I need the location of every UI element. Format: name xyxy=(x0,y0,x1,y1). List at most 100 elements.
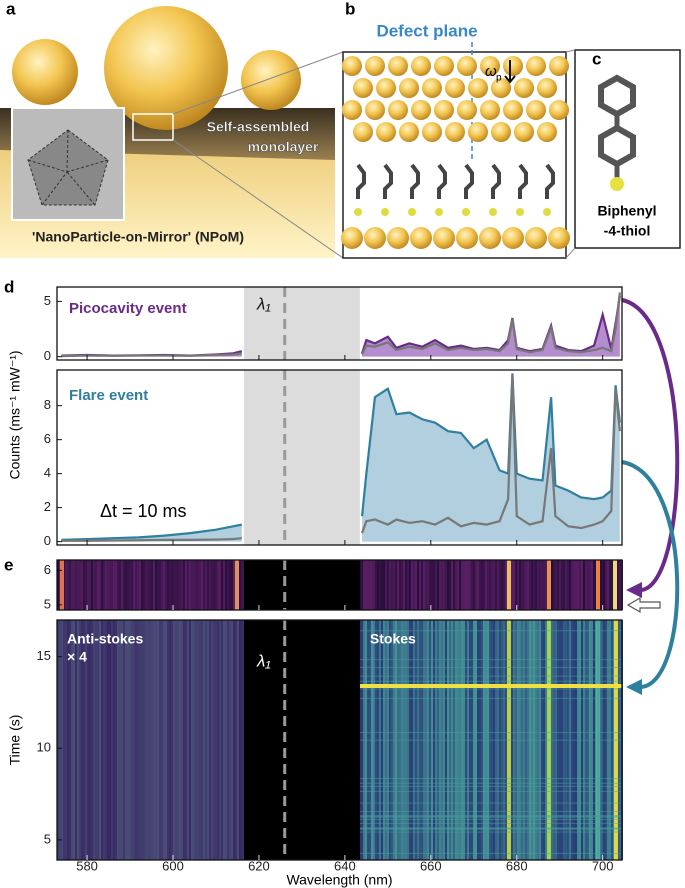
facet-lines xyxy=(27,129,109,206)
plot-frame xyxy=(56,619,623,861)
area-fill xyxy=(61,373,620,542)
gold-atom xyxy=(353,78,373,98)
heatmap-column xyxy=(145,620,147,860)
heatmap-column xyxy=(181,560,183,610)
heatmap-column xyxy=(207,560,209,610)
marker-label: λ₁ xyxy=(256,651,271,670)
gold-atom xyxy=(457,100,477,120)
heatmap-column xyxy=(153,620,155,860)
gold-atom xyxy=(445,122,465,142)
heatmap-column xyxy=(91,560,93,610)
heatmap-column xyxy=(157,560,159,610)
heatmap-column xyxy=(115,560,117,610)
heatmap-column xyxy=(225,620,227,860)
heatmap-column xyxy=(145,560,147,610)
heatmap-column xyxy=(511,560,513,610)
heatmap-column xyxy=(171,620,173,860)
heatmap-column xyxy=(167,620,169,860)
heatmap-column xyxy=(477,560,479,610)
heatmap-column xyxy=(111,560,113,610)
heatmap-column xyxy=(219,560,221,610)
symbol-sub: p xyxy=(496,73,502,84)
heatmap-column xyxy=(141,620,143,860)
heatmap-column xyxy=(581,560,583,610)
heatmap-column xyxy=(139,620,141,860)
gold-atom xyxy=(365,56,385,76)
zoom-box xyxy=(132,113,174,141)
heatmap-row xyxy=(359,827,622,829)
heatmap-column xyxy=(531,560,533,610)
sulfur xyxy=(489,208,497,216)
gold-atom xyxy=(353,122,373,142)
heatmap-column xyxy=(81,560,83,610)
heatmap-column xyxy=(81,620,83,860)
x-tick-label: 680 xyxy=(506,858,528,873)
heatmap-column xyxy=(385,560,387,610)
heatmap-row xyxy=(359,630,622,632)
heatmap-column xyxy=(147,560,149,610)
gold-atom xyxy=(480,56,500,76)
heatmap-column xyxy=(155,620,157,860)
gold-atom xyxy=(434,56,454,76)
heatmap-column xyxy=(443,560,445,610)
heatmap-column xyxy=(215,620,217,860)
heatmap-column xyxy=(563,560,565,610)
series-title: Flare event xyxy=(69,387,148,404)
zoom-line xyxy=(565,49,576,53)
heatmap-column xyxy=(543,560,545,610)
heatmap-column xyxy=(175,560,177,610)
heatmap-column xyxy=(413,560,415,610)
heatmap-column xyxy=(133,620,135,860)
heatmap-column xyxy=(591,560,593,610)
heatmap-column xyxy=(371,560,373,610)
heatmap-column xyxy=(605,560,607,610)
heatmap-column xyxy=(369,560,371,610)
annotation: Stokes xyxy=(370,631,416,647)
band xyxy=(243,370,360,545)
molecule xyxy=(437,163,447,199)
gold-atom xyxy=(388,100,408,120)
heatmap-column xyxy=(169,560,171,610)
heatmap-column xyxy=(85,620,87,860)
y-tick-label: 0 xyxy=(44,533,51,548)
heatmap-column xyxy=(73,560,75,610)
annotation: monolayer xyxy=(248,139,319,155)
heatmap-column xyxy=(417,560,419,610)
heatmap-column xyxy=(197,620,199,860)
heatmap-column xyxy=(203,560,205,610)
heatmap-column xyxy=(491,560,493,610)
heatmap-column xyxy=(177,560,179,610)
heatmap-column xyxy=(65,560,67,610)
y-tick-label: 2 xyxy=(44,499,51,514)
y-tick-label: 4 xyxy=(44,465,51,480)
heatmap-column xyxy=(379,560,381,610)
heatmap-column xyxy=(197,560,199,610)
heatmap-column xyxy=(435,560,437,610)
gold-atom xyxy=(468,78,488,98)
heatmap-column xyxy=(611,560,613,610)
heatmap-column xyxy=(225,560,227,610)
heatmap-column xyxy=(211,620,213,860)
series-line xyxy=(61,375,621,542)
gold-atom xyxy=(526,56,546,76)
heatmap-column xyxy=(383,560,385,610)
heatmap-column xyxy=(119,620,121,860)
chart: 56 xyxy=(44,559,623,611)
heatmap-column xyxy=(101,560,103,610)
heatmap-column xyxy=(401,560,403,610)
gold-atom xyxy=(456,227,478,249)
gold-atom xyxy=(480,100,500,120)
heatmap-column xyxy=(149,560,151,610)
heatmap-column xyxy=(223,560,225,610)
heatmap-column xyxy=(493,560,495,610)
heatmap-column xyxy=(433,560,435,610)
heatmap-row xyxy=(359,852,622,854)
arrows xyxy=(621,298,680,695)
heatmap-column xyxy=(559,560,561,610)
heatmap-column xyxy=(103,560,105,610)
heatmap-row xyxy=(359,782,622,784)
heatmap-column xyxy=(83,560,85,610)
heatmap-column xyxy=(407,560,409,610)
heatmap-column xyxy=(193,560,195,610)
heatmap-column xyxy=(87,620,89,860)
